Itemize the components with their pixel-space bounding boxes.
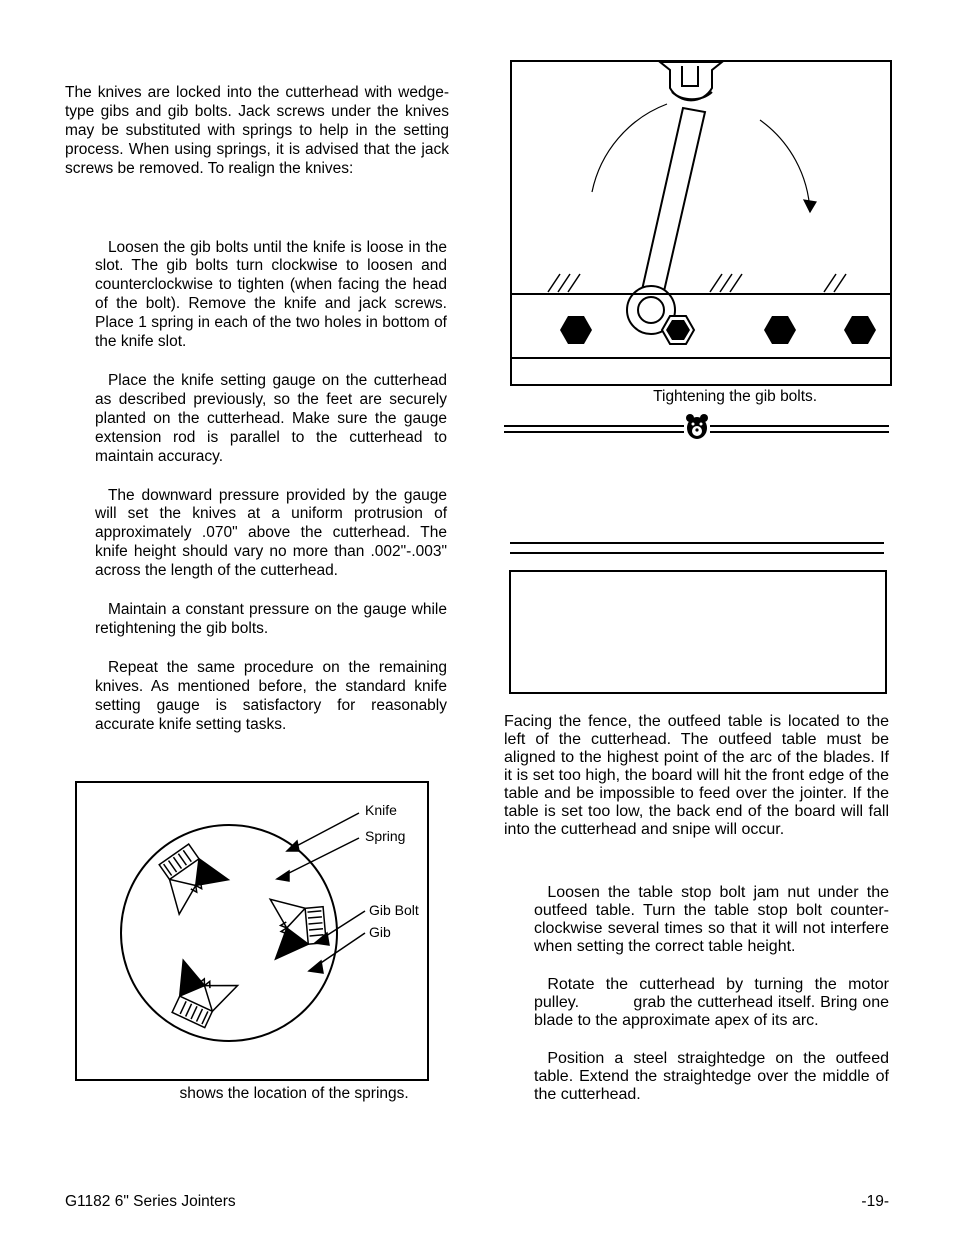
figure-22-caption: Figure 22 shows the location of the spri… (65, 1085, 450, 1103)
caption-text: shows the location of the springs. (175, 1085, 409, 1102)
caption-text: Tightening the gib bolts. (649, 388, 817, 405)
figure-23 (510, 60, 892, 386)
spacer (65, 199, 449, 239)
section-separator (504, 425, 889, 433)
left-column: The knives are locked into the cutterhea… (65, 84, 449, 754)
section-title-rule (510, 542, 884, 554)
figure-22: Knife Spring Gib Bolt Gib (75, 781, 429, 1081)
left-step-4: 4.Maintain a constant pressure on the ga… (95, 601, 447, 639)
right-intro: Facing the fence, the outfeed table is l… (504, 713, 889, 857)
left-step-2: 2.Place the knife setting gauge on the c… (95, 372, 447, 467)
left-step-3: 3.The downward pressure provided by the … (95, 487, 447, 582)
section-box (509, 570, 887, 694)
right-step-3: 3.Position a steel straightedge on the o… (534, 1050, 889, 1104)
step-text: Loosen the table stop bolt jam nut under… (534, 884, 889, 955)
figure-22-svg: Knife Spring Gib Bolt Gib (77, 783, 427, 1079)
step-text-after: grab the cutterhead itself. Bring one bl… (534, 994, 889, 1029)
footer: G1182 6" Series Jointers -19- (65, 1193, 889, 1211)
right-intro-paragraph: Facing the fence, the outfeed table is l… (504, 713, 889, 839)
figure-23-caption: Figure 23. Tightening the gib bolts. (504, 388, 889, 406)
step-text: Position a steel straightedge on the out… (534, 1050, 889, 1103)
hex-bolts (560, 316, 876, 344)
footer-left: G1182 6" Series Jointers (65, 1193, 236, 1211)
footer-right: -19- (861, 1193, 889, 1211)
figure-22-labels: Knife Spring Gib Bolt Gib (365, 802, 419, 940)
bear-badge-icon (684, 412, 710, 440)
label-gib-bolt: Gib Bolt (369, 902, 419, 918)
step-text: Loosen the gib bolts until the knife is … (95, 239, 447, 351)
label-gib: Gib (369, 924, 391, 940)
left-intro-paragraph: The knives are locked into the cutterhea… (65, 84, 449, 179)
step-text: The downward pressure provided by the ga… (95, 487, 447, 580)
step-text: Maintain a constant pressure on the gaug… (95, 601, 447, 637)
label-knife: Knife (365, 802, 397, 818)
label-spring: Spring (365, 828, 405, 844)
page: The knives are locked into the cutterhea… (0, 0, 954, 1235)
right-steps: 1.Loosen the table stop bolt jam nut und… (534, 884, 889, 1124)
left-step-1: 1.Loosen the gib bolts until the knife i… (95, 239, 447, 352)
step-text: Place the knife setting gauge on the cut… (95, 372, 447, 465)
left-step-5: 5.Repeat the same procedure on the remai… (95, 659, 447, 735)
step-text: Repeat the same procedure on the remaini… (95, 659, 447, 733)
hatching (548, 274, 846, 292)
right-step-1: 1.Loosen the table stop bolt jam nut und… (534, 884, 889, 956)
right-step-2: 2.Rotate the cutterhead by turning the m… (534, 976, 889, 1030)
figure-23-svg (512, 62, 890, 384)
